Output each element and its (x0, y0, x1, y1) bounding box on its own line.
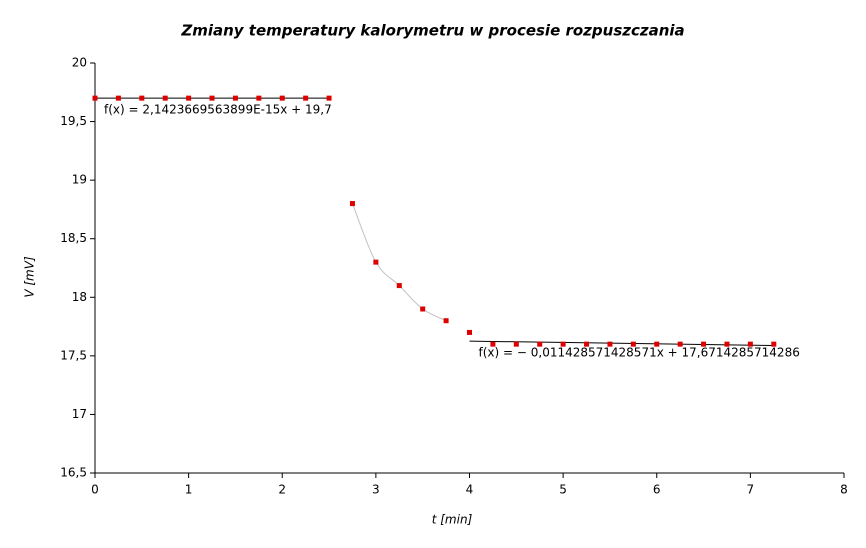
point (771, 341, 777, 347)
y-tick-label: 20 (72, 56, 87, 70)
point (349, 201, 355, 207)
point (232, 95, 238, 101)
x-tick-label: 7 (747, 483, 755, 497)
x-tick-label: 3 (372, 483, 380, 497)
point (420, 306, 426, 312)
y-tick-label: 17,5 (60, 348, 87, 362)
point (584, 341, 590, 347)
y-tick-label: 17 (72, 407, 87, 421)
y-tick-label: 19 (72, 173, 87, 187)
x-tick-label: 2 (278, 483, 286, 497)
point (560, 341, 566, 347)
point (186, 95, 192, 101)
point (279, 95, 285, 101)
trendline-equation: f(x) = 2,1423669563899E-15x + 19,7 (104, 103, 332, 117)
trendline-equation: f(x) = − 0,011428571428571x + 17,6714285… (479, 346, 800, 360)
point (256, 95, 262, 101)
point (443, 318, 449, 324)
point (724, 341, 730, 347)
x-tick-label: 5 (559, 483, 567, 497)
point (677, 341, 683, 347)
point (607, 341, 613, 347)
point (490, 341, 496, 347)
y-axis-title: V [mV] (23, 256, 37, 298)
point (139, 95, 145, 101)
y-tick-label: 16,5 (60, 466, 87, 480)
point (115, 95, 121, 101)
point (92, 95, 98, 101)
point (701, 341, 707, 347)
point (396, 283, 402, 289)
x-tick-label: 6 (653, 483, 661, 497)
x-axis-title: t [min] (432, 513, 473, 527)
x-tick-label: 0 (91, 483, 99, 497)
y-tick-label: 19,5 (60, 114, 87, 128)
point (630, 341, 636, 347)
point (513, 341, 519, 347)
y-tick-label: 18,5 (60, 231, 87, 245)
point (326, 95, 332, 101)
x-tick-label: 8 (840, 483, 848, 497)
point (467, 329, 472, 335)
point (373, 259, 379, 265)
point (747, 341, 753, 347)
smooth-line (352, 203, 447, 322)
point (537, 341, 543, 347)
point (209, 95, 215, 101)
point (162, 95, 168, 101)
trendline (469, 340, 774, 346)
x-tick-label: 1 (185, 483, 193, 497)
x-tick-label: 4 (466, 483, 474, 497)
y-tick-label: 18 (72, 290, 87, 304)
point (303, 95, 309, 101)
point (654, 341, 660, 347)
chart-title: Zmiany temperatury kalorymetru w procesi… (180, 22, 684, 40)
